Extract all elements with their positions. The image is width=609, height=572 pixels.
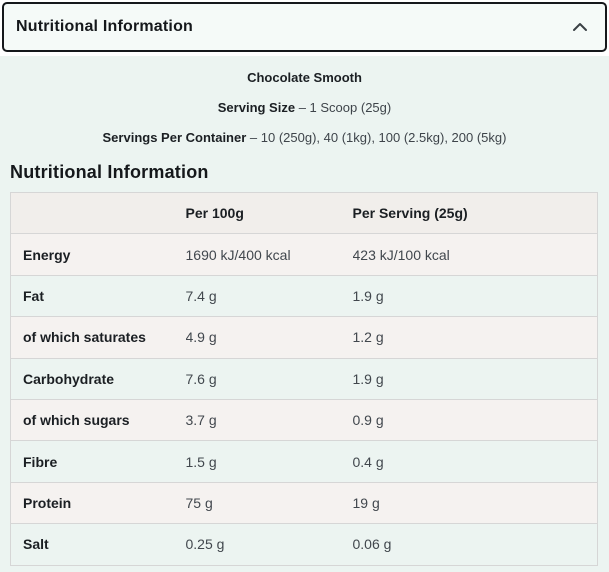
table-header-row: Per 100g Per Serving (25g) <box>10 192 598 235</box>
value-per-100g: 0.25 g <box>185 523 353 566</box>
column-header-empty <box>10 192 186 235</box>
table-row-saturates: of which saturates 4.9 g 1.2 g <box>10 316 598 359</box>
row-label: Fibre <box>10 440 186 483</box>
column-header-per-serving: Per Serving (25g) <box>352 192 598 235</box>
servings-per-container-value: – 10 (250g), 40 (1kg), 100 (2.5kg), 200 … <box>249 130 507 145</box>
table-row-salt: Salt 0.25 g 0.06 g <box>10 523 598 566</box>
table-row-fibre: Fibre 1.5 g 0.4 g <box>10 440 598 483</box>
chevron-up-icon[interactable] <box>572 22 588 32</box>
value-per-serving: 0.06 g <box>352 523 598 566</box>
table-row-carbohydrate: Carbohydrate 7.6 g 1.9 g <box>10 358 598 400</box>
value-per-100g: 1690 kJ/400 kcal <box>185 233 353 276</box>
row-label: of which sugars <box>10 399 186 442</box>
serving-size-line: Serving Size – 1 Scoop (25g) <box>10 100 599 115</box>
row-label: Fat <box>10 275 186 318</box>
value-per-serving: 0.9 g <box>352 399 598 442</box>
serving-size-value: – 1 Scoop (25g) <box>298 100 392 115</box>
table-row-protein: Protein 75 g 19 g <box>10 482 598 525</box>
row-label: Carbohydrate <box>10 358 186 400</box>
table-row-energy: Energy 1690 kJ/400 kcal 423 kJ/100 kcal <box>10 233 598 276</box>
value-per-100g: 3.7 g <box>185 399 353 442</box>
row-label: Salt <box>10 523 186 566</box>
value-per-serving: 1.2 g <box>352 316 598 359</box>
nutrition-table: Per 100g Per Serving (25g) Energy 1690 k… <box>10 192 598 566</box>
column-header-per-100g: Per 100g <box>185 192 353 235</box>
row-label: Protein <box>10 482 186 525</box>
serving-size-label: Serving Size <box>217 100 296 115</box>
nutrition-panel: Chocolate Smooth Serving Size – 1 Scoop … <box>0 56 609 572</box>
value-per-serving: 19 g <box>352 482 598 525</box>
flavour-name: Chocolate Smooth <box>10 70 599 85</box>
value-per-serving: 0.4 g <box>352 440 598 483</box>
nutritional-information-accordion-header[interactable]: Nutritional Information <box>2 2 607 52</box>
value-per-100g: 75 g <box>185 482 353 525</box>
value-per-100g: 7.4 g <box>185 275 353 318</box>
table-row-sugars: of which sugars 3.7 g 0.9 g <box>10 399 598 442</box>
section-heading: Nutritional Information <box>10 162 209 182</box>
value-per-100g: 1.5 g <box>185 440 353 483</box>
row-label: Energy <box>10 233 186 276</box>
value-per-100g: 7.6 g <box>185 358 353 400</box>
value-per-serving: 1.9 g <box>352 275 598 318</box>
table-row-fat: Fat 7.4 g 1.9 g <box>10 275 598 318</box>
accordion-title: Nutritional Information <box>16 18 194 35</box>
flavour-name-text: Chocolate Smooth <box>247 70 362 85</box>
servings-per-container-label: Servings Per Container <box>102 130 247 145</box>
value-per-serving: 1.9 g <box>352 358 598 400</box>
value-per-100g: 4.9 g <box>185 316 353 359</box>
servings-per-container-line: Servings Per Container – 10 (250g), 40 (… <box>10 130 599 145</box>
value-per-serving: 423 kJ/100 kcal <box>352 233 598 276</box>
row-label: of which saturates <box>10 316 186 359</box>
